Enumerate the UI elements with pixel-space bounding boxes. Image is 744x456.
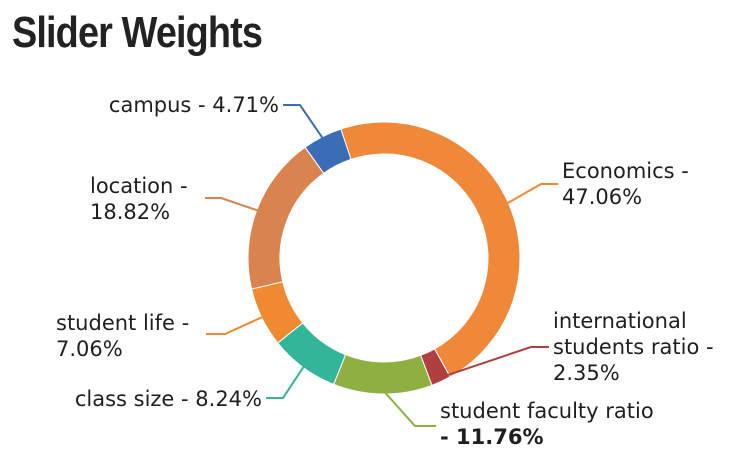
leader-line-location (205, 197, 261, 213)
label-line: international (553, 309, 687, 333)
label-student-life: student life -7.06% (56, 311, 189, 361)
label-student-faculty-ratio: student faculty ratio - 11.76% (440, 399, 654, 449)
slice-campus (304, 128, 352, 174)
leader-line-economics (504, 183, 558, 206)
label-campus: campus - 4.71% (109, 93, 279, 117)
label-line: student faculty ratio (440, 399, 654, 423)
label-economics: Economics -47.06% (562, 159, 689, 209)
donut-slices (247, 121, 521, 395)
label-location: location -18.82% (90, 174, 188, 224)
slice-location (247, 146, 325, 290)
label-line: class size - 8.24% (75, 387, 262, 411)
slice-student-faculty-ratio (333, 353, 433, 395)
label-class-size: class size - 8.24% (75, 387, 262, 411)
leader-line-class-size (266, 363, 307, 399)
chart-title: Slider Weights (12, 8, 263, 57)
label-line: student life - (56, 311, 189, 335)
label-line: students ratio - (553, 335, 714, 359)
label-line: campus - 4.71% (109, 93, 279, 117)
label-line: - 11.76% (440, 425, 544, 449)
slice-economics (340, 121, 521, 378)
label-line: 47.06% (562, 185, 642, 209)
leader-line-student-life (206, 314, 266, 335)
label-line: Economics - (562, 159, 689, 183)
label-line: 7.06% (56, 337, 123, 361)
leader-line-campus (283, 104, 325, 141)
leader-line-international-students-ratio (439, 346, 549, 379)
slice-labels: Economics -47.06% international students r… (56, 93, 714, 449)
leader-line-student-faculty-ratio (382, 389, 436, 427)
label-line: location - (90, 174, 188, 198)
label-line: 2.35% (553, 361, 620, 385)
label-line: 18.82% (90, 200, 170, 224)
label-international-students-ratio: international students ratio -2.35% (553, 309, 714, 385)
leader-lines (205, 104, 558, 427)
